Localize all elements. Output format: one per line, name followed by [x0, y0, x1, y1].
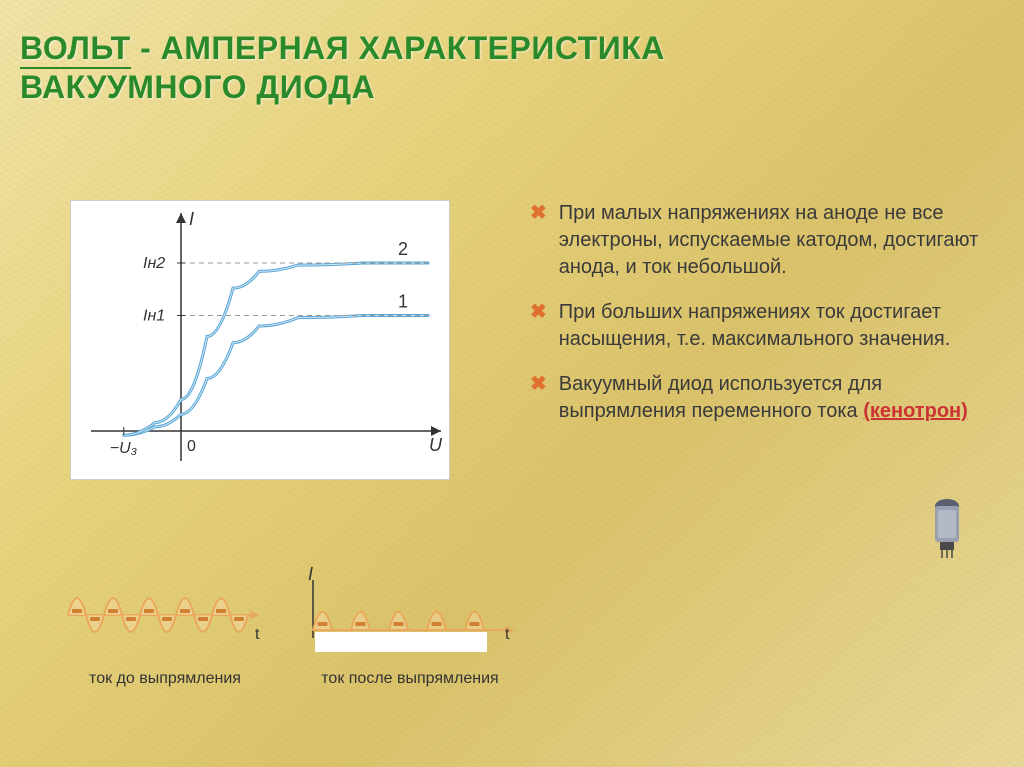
title-line2: ВАКУУМНОГО ДИОДА: [20, 69, 665, 106]
vacuum-tube-icon: [930, 498, 964, 558]
bullet-marker-icon: ✖: [530, 200, 547, 281]
title-line1-underlined: ВОЛЬТ: [20, 30, 131, 69]
wave-before-t-label: t: [255, 626, 259, 644]
kenotron-link[interactable]: (кенотрон): [863, 400, 968, 422]
slide-title: ВОЛЬТ - АМПЕРНАЯ ХАРАКТЕРИСТИКА ВАКУУМНО…: [20, 30, 665, 106]
bullet-list: ✖ При малых напряжениях на аноде не все …: [530, 200, 980, 443]
iv-chart-svg: 1 2 Iн1 Iн2 0 I U −U₃: [71, 201, 451, 481]
bullet-3-text: Вакуумный диод используется для выпрямле…: [559, 371, 980, 425]
svg-text:Iн1: Iн1: [143, 308, 165, 325]
wave-after-t-label: t: [505, 626, 509, 644]
bullet-marker-icon: ✖: [530, 371, 547, 425]
bullet-marker-icon: ✖: [530, 299, 547, 353]
bullet-3: ✖ Вакуумный диод используется для выпрям…: [530, 371, 980, 425]
svg-text:−U₃: −U₃: [110, 440, 137, 457]
wave-before: [60, 570, 270, 660]
svg-text:2: 2: [398, 239, 408, 259]
bullet-2: ✖ При больших напряжениях ток достигает …: [530, 299, 980, 353]
wave-before-label: ток до выпрямления: [60, 670, 270, 688]
svg-text:0: 0: [187, 438, 196, 455]
svg-text:1: 1: [398, 292, 408, 312]
wave-after-I-label: I: [308, 564, 313, 585]
title-line1-rest: - АМПЕРНАЯ ХАРАКТЕРИСТИКА: [131, 30, 665, 66]
wave-diagrams: t ток до выпрямления I t ток после выпря…: [60, 570, 530, 740]
bullet-2-text: При больших напряжениях ток достигает на…: [559, 299, 980, 353]
svg-text:Iн2: Iн2: [143, 255, 165, 272]
bullet-1: ✖ При малых напряжениях на аноде не все …: [530, 200, 980, 281]
wave-after: [295, 570, 525, 660]
iv-chart: 1 2 Iн1 Iн2 0 I U −U₃: [70, 200, 450, 480]
svg-text:U: U: [429, 435, 443, 455]
bullet-1-text: При малых напряжениях на аноде не все эл…: [559, 200, 980, 281]
svg-text:I: I: [189, 209, 194, 229]
wave-after-label: ток после выпрямления: [295, 670, 525, 688]
